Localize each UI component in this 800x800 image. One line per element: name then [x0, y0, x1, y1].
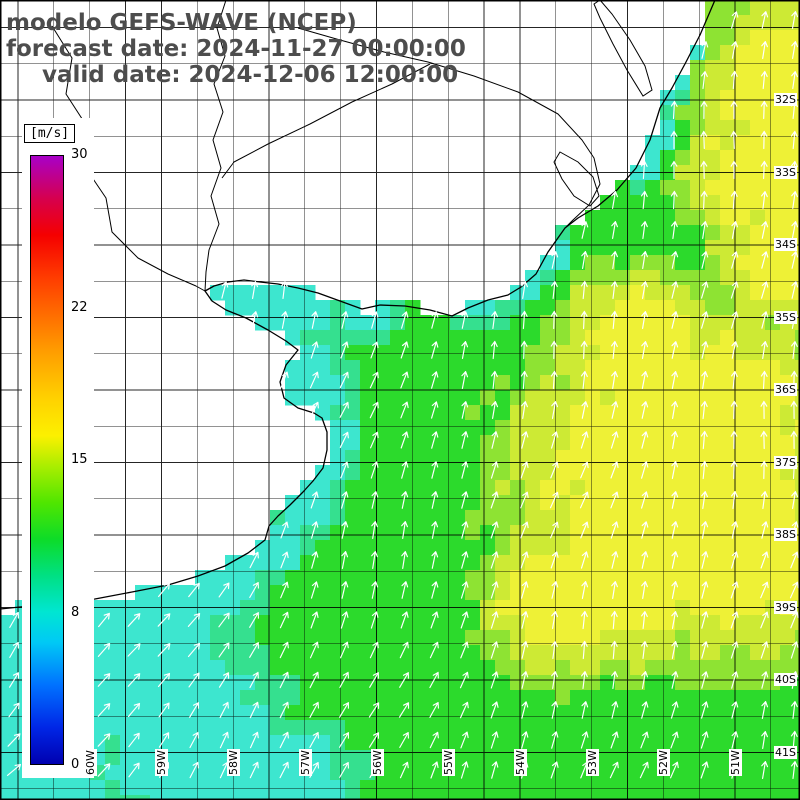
colorbar-tick-15: 15: [69, 452, 90, 467]
valid-date: valid date: 2024-12-06 12:00:00: [42, 62, 459, 88]
lon-label-58W: 58W: [227, 749, 241, 776]
lat-label-33S: 33S: [774, 165, 797, 179]
parana-river: [51, 25, 206, 292]
lon-label-59W: 59W: [155, 749, 169, 776]
lat-label-35S: 35S: [774, 310, 797, 324]
lat-label-34S: 34S: [774, 238, 797, 251]
lat-label-39S: 39S: [774, 600, 797, 614]
lon-label-60W: 60W: [83, 749, 97, 776]
map-titles: modelo GEFS-WAVE (NCEP) forecast date: 2…: [6, 10, 466, 88]
lon-label-51W: 51W: [729, 749, 742, 776]
lon-label-56W: 56W: [370, 749, 384, 776]
lon-label-57W: 57W: [298, 749, 312, 776]
brazil-uruguay-border: [297, 27, 601, 229]
lat-label-32S: 32S: [774, 93, 797, 106]
laguna-dos-patos: [593, 0, 653, 97]
lat-label-37S: 37S: [774, 455, 797, 469]
lat-label-36S: 36S: [774, 383, 797, 396]
lon-label-54W: 54W: [513, 749, 527, 776]
lat-label-38S: 38S: [774, 528, 797, 541]
forecast-date: forecast date: 2024-11-27 00:00:00: [6, 36, 466, 62]
lon-label-52W: 52W: [657, 749, 671, 776]
lon-label-53W: 53W: [585, 749, 599, 776]
laguna-mirim: [553, 151, 600, 207]
lon-label-55W: 55W: [442, 749, 456, 776]
colorbar-tick-30: 30: [69, 147, 90, 162]
colorbar-tick-8: 8: [69, 604, 82, 620]
colorbar-gradient-bar: [30, 155, 64, 765]
colorbar: [m/s] 30 22 15 8 0: [22, 118, 94, 778]
uruguay-river: [204, 0, 227, 292]
lat-label-40S: 40S: [774, 673, 797, 686]
colorbar-unit-label: [m/s]: [24, 124, 76, 143]
colorbar-tick-0: 0: [69, 757, 82, 772]
rio-negro: [221, 63, 431, 179]
lat-label-41S: 41S: [774, 745, 797, 759]
colorbar-tick-22: 22: [69, 299, 90, 315]
model-title: modelo GEFS-WAVE (NCEP): [6, 10, 357, 36]
